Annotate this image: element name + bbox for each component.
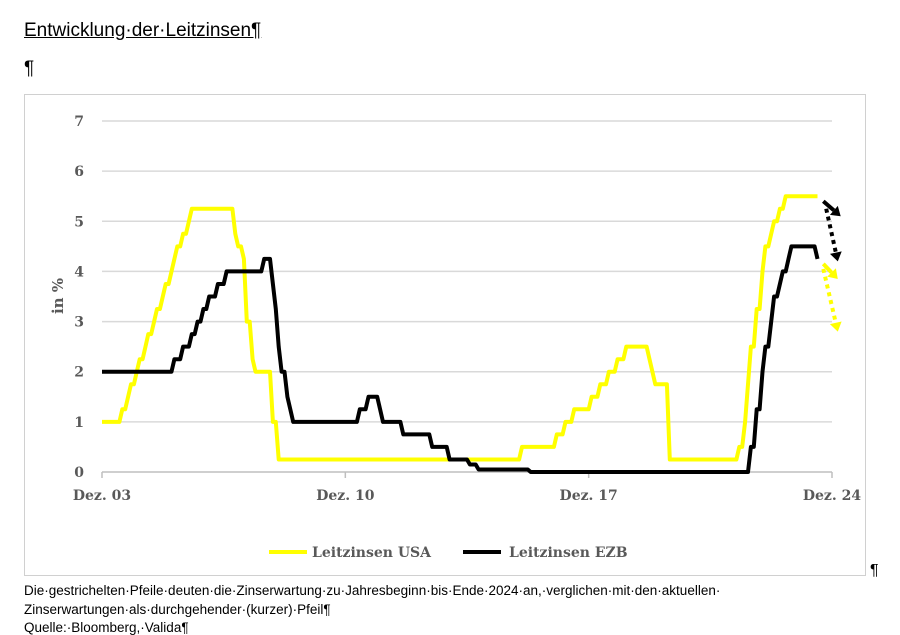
- document-title: Entwicklung·der·Leitzinsen¶: [24, 20, 262, 41]
- legend-label-ezb: Leitzinsen EZB: [509, 545, 628, 561]
- y-tick-label: 4: [74, 264, 84, 280]
- x-tick-label: Dez. 24: [803, 488, 861, 504]
- legend: Leitzinsen USA Leitzinsen EZB: [269, 545, 628, 561]
- arrow-head-icon: [829, 251, 842, 262]
- y-tick-label: 0: [74, 465, 84, 481]
- chart-frame[interactable]: 0 1 2 3 4 5 6 7 Dez. 03 Dez. 10 Dez. 17 Dez. 24 in…: [24, 94, 866, 576]
- forecast-arrow-dotted-usa: [821, 268, 842, 332]
- arrow-head-icon: [829, 321, 842, 332]
- forecast-arrow-solid-ezb: [822, 199, 841, 217]
- interest-rate-chart: 0 1 2 3 4 5 6 7 Dez. 03 Dez. 10 Dez. 17 Dez. 24 in…: [49, 114, 861, 561]
- forecast-arrow-solid-usa: [821, 262, 838, 279]
- arrow-head-icon: [829, 205, 841, 217]
- y-axis-label: in %: [49, 278, 67, 314]
- arrow-head-icon: [827, 268, 838, 279]
- series-line-ezb: [102, 244, 820, 474]
- series-line-usa: [102, 194, 818, 462]
- y-tick-label: 7: [74, 114, 84, 130]
- paragraph-mark: ¶: [870, 562, 879, 579]
- x-tick-label: Dez. 03: [73, 488, 131, 504]
- x-tick-label: Dez. 17: [560, 488, 618, 504]
- y-tick-label: 1: [74, 415, 84, 431]
- y-tick-label: 6: [74, 164, 84, 180]
- y-tick-label: 3: [74, 315, 84, 331]
- forecast-arrow-dotted-ezb: [824, 208, 842, 262]
- x-tick-label: Dez. 10: [316, 488, 374, 504]
- source-line: Quelle:·Bloomberg,·Valida¶: [24, 620, 189, 635]
- caption-line-2: Zinserwartungen·als·durchgehender·(kurze…: [24, 602, 331, 617]
- legend-label-usa: Leitzinsen USA: [312, 545, 432, 561]
- y-tick-label: 5: [74, 214, 84, 230]
- caption-line-1: Die·gestrichelten·Pfeile·deuten·die·Zins…: [24, 583, 721, 598]
- y-tick-label: 2: [74, 365, 84, 381]
- empty-paragraph-mark: ¶: [24, 58, 35, 79]
